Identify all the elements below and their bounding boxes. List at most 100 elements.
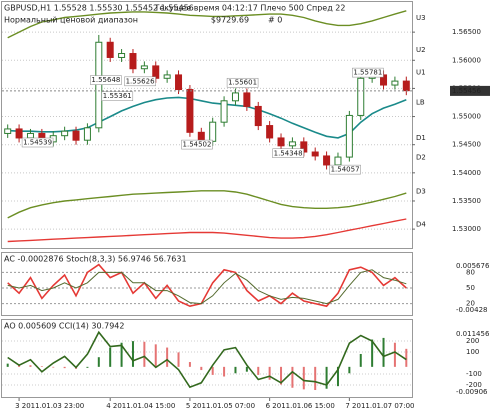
- level-label: U3: [416, 14, 426, 22]
- candle-body: [323, 155, 331, 166]
- candle-body: [140, 65, 148, 70]
- indicator-line: [7, 190, 407, 219]
- x-tick-label: 4 2011.01.04 15:00: [106, 402, 175, 410]
- y-tick-label: -100: [466, 370, 482, 378]
- bar: [177, 352, 180, 367]
- candle-body: [243, 92, 251, 107]
- current-price: 1.55456: [452, 87, 481, 95]
- candle-body: [175, 74, 183, 91]
- bar: [86, 366, 89, 368]
- cci-line: [7, 330, 407, 389]
- panel-title: AO 0.005609 CCI(14) 30.7942: [4, 322, 124, 331]
- bar: [97, 357, 100, 367]
- candle-body: [266, 125, 274, 139]
- candle-body: [129, 53, 137, 70]
- bar: [393, 342, 396, 367]
- marks: 1.530001.535001.540001.545001.550001.555…: [2, 10, 490, 410]
- price-mark-box: [90, 75, 122, 85]
- candle-body: [391, 80, 399, 86]
- y2-tick-label: 0.011456: [456, 330, 490, 338]
- bar: [211, 366, 214, 375]
- candle-body: [186, 89, 194, 133]
- price-mark-box: [101, 91, 134, 101]
- bar: [348, 366, 351, 374]
- y-tick-label: 20: [466, 300, 475, 308]
- candle-body: [61, 130, 69, 137]
- candle-body: [209, 121, 217, 142]
- candle-body: [26, 132, 34, 139]
- y-tick-label: 1.53000: [452, 225, 481, 233]
- candle-body: [4, 128, 12, 134]
- price-mark: 1.54502: [183, 141, 212, 149]
- price-mark-box: [21, 137, 54, 148]
- bar: [336, 366, 339, 387]
- bar: [131, 341, 134, 367]
- bar: [52, 366, 55, 368]
- level-label: U1: [416, 69, 426, 77]
- price-mark-box: [226, 77, 259, 88]
- bar: [314, 366, 317, 391]
- bar: [154, 344, 157, 367]
- price-mark: 1.54057: [331, 166, 360, 174]
- indicator-line: [7, 96, 407, 139]
- bar: [359, 353, 362, 367]
- level-label: D3: [416, 187, 426, 195]
- orders: # 0: [268, 16, 282, 25]
- price-mark: 1.54348: [274, 149, 303, 157]
- bar: [234, 366, 237, 374]
- subtitle: Нормальный ценовой диапазон: [4, 16, 138, 25]
- bar: [325, 366, 328, 389]
- bar: [291, 366, 294, 388]
- candle-body: [277, 137, 285, 147]
- candle-body: [118, 53, 126, 58]
- y-tick-label: 200: [466, 337, 479, 345]
- candle-body: [220, 100, 228, 123]
- candle-body: [72, 130, 80, 141]
- y-tick-label: 1.54000: [452, 169, 481, 177]
- current-price-box: [450, 85, 490, 96]
- chart-title: GBPUSD,H1 1.55528 1.55530 1.55452 1.5545…: [4, 4, 194, 13]
- price-mark-box: [124, 76, 156, 87]
- y-tick-label: 50: [466, 284, 475, 292]
- bar: [302, 366, 305, 390]
- candle-body: [163, 74, 171, 79]
- oscillator-line: [7, 263, 407, 308]
- price-mark: 1.55361: [103, 92, 132, 100]
- bar: [120, 342, 123, 367]
- x-tick-label: 5 2011.01.05 07:00: [186, 402, 255, 410]
- bar: [405, 348, 408, 367]
- panel-frame: [1, 252, 413, 316]
- candle-body: [334, 156, 342, 166]
- info: Текущее время 04:12:17 Плечо 500 Спред 2…: [154, 4, 346, 13]
- level-label: U2: [416, 46, 426, 54]
- y-tick-label: 1.55000: [452, 113, 481, 121]
- y2-tick-label: 0.005676: [456, 262, 490, 270]
- level-label: D2: [416, 154, 426, 162]
- bar: [143, 341, 146, 367]
- bar: [200, 366, 203, 371]
- candle-body: [288, 141, 296, 147]
- panel-frame: [1, 319, 413, 398]
- price-mark: 1.55601: [228, 79, 257, 87]
- panel-title: AC -0.0002876 Stoch(8,3,3) 56.9746 56.76…: [4, 255, 187, 264]
- candle-body: [357, 77, 365, 116]
- price-mark: 1.54539: [23, 139, 52, 147]
- level-label: D1: [416, 134, 426, 142]
- price-mark-box: [329, 164, 361, 175]
- candle-body: [95, 41, 103, 129]
- candle-body: [254, 105, 262, 127]
- balance: $9729.69: [211, 16, 249, 25]
- y-tick-label: 1.56000: [452, 56, 481, 64]
- indicator-line: [7, 10, 407, 39]
- bar: [188, 362, 191, 367]
- indicator-line: [7, 218, 407, 243]
- y-tick-label: -200: [466, 381, 482, 389]
- bar: [371, 339, 374, 367]
- y-tick-label: 100: [466, 348, 479, 356]
- bar: [280, 366, 283, 385]
- price-mark-box: [272, 148, 304, 159]
- candle-body: [83, 127, 91, 141]
- bar: [245, 366, 248, 372]
- bar: [166, 347, 169, 367]
